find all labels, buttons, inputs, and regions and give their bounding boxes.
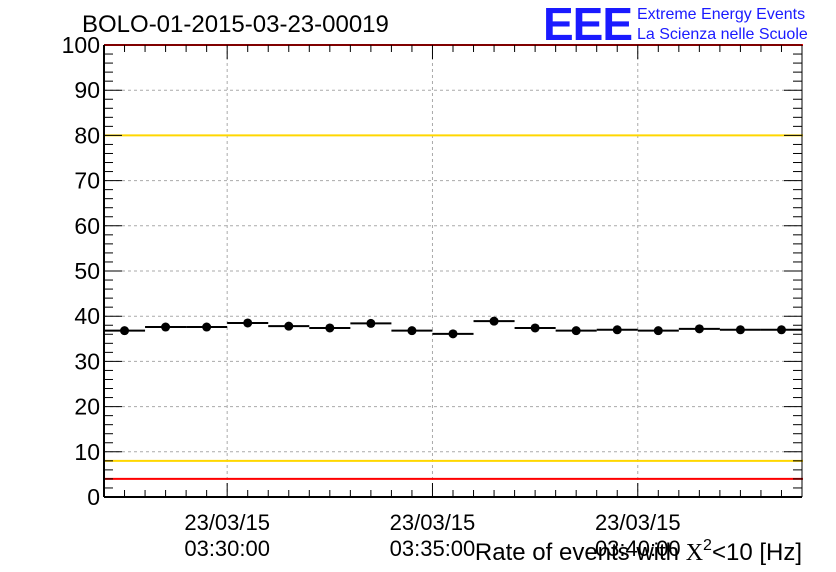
data-point (161, 322, 171, 332)
data-point (489, 316, 499, 326)
y-tick-label: 70 (74, 168, 100, 194)
y-tick-label: 80 (74, 122, 100, 148)
series-layer (104, 316, 802, 339)
data-point (284, 321, 294, 331)
data-point (612, 325, 622, 335)
data-point (694, 324, 704, 334)
y-tick-label: 30 (74, 348, 100, 374)
data-point (571, 326, 581, 336)
y-tick-label: 20 (74, 394, 100, 420)
y-tick-label: 90 (74, 77, 100, 103)
data-point (407, 326, 417, 336)
x-axis-title-sup: 2 (703, 537, 712, 554)
x-tick-label-date: 23/03/15 (390, 510, 476, 535)
data-point (448, 329, 458, 339)
run-title: BOLO-01-2015-03-23-00019 (82, 11, 389, 38)
grid-layer (104, 45, 802, 497)
data-point (202, 322, 212, 332)
x-axis-title-prefix: Rate of events with (475, 539, 686, 566)
y-tick-label: 0 (87, 484, 100, 510)
data-point (120, 326, 130, 336)
data-point (243, 318, 253, 328)
x-tick-label-date: 23/03/15 (184, 510, 270, 535)
tick-labels: 010203040506070809010023/03/1503:30:0023… (62, 32, 681, 561)
y-tick-label: 100 (62, 32, 100, 58)
x-axis-title: Rate of events with X2<10 [Hz] (475, 537, 802, 566)
x-axis-title-suffix: <10 [Hz] (712, 539, 802, 566)
y-tick-label: 50 (74, 258, 100, 284)
y-tick-label: 60 (74, 213, 100, 239)
x-tick-label-date: 23/03/15 (595, 510, 681, 535)
eee-logo-line2: La Scienza nelle Scuole (637, 26, 808, 43)
y-tick-label: 10 (74, 439, 100, 465)
x-tick-label-time: 03:35:00 (390, 536, 476, 561)
x-tick-label-time: 03:30:00 (184, 536, 270, 561)
x-tick-label-time: 03:40:00 (595, 536, 681, 561)
data-point (366, 318, 376, 328)
data-point (325, 323, 335, 333)
y-tick-label: 40 (74, 303, 100, 329)
reference-lines (104, 44, 803, 480)
axis-layer (103, 44, 803, 498)
data-point (776, 325, 786, 335)
data-point (530, 323, 540, 333)
eee-logo-mark: EEE (543, 0, 632, 50)
eee-logo: EEE Extreme Energy Events La Scienza nel… (543, 0, 808, 50)
data-point (735, 325, 745, 335)
eee-logo-line1: Extreme Energy Events (637, 6, 805, 23)
data-point (653, 326, 663, 336)
x-axis-title-symbol: X (686, 540, 703, 566)
